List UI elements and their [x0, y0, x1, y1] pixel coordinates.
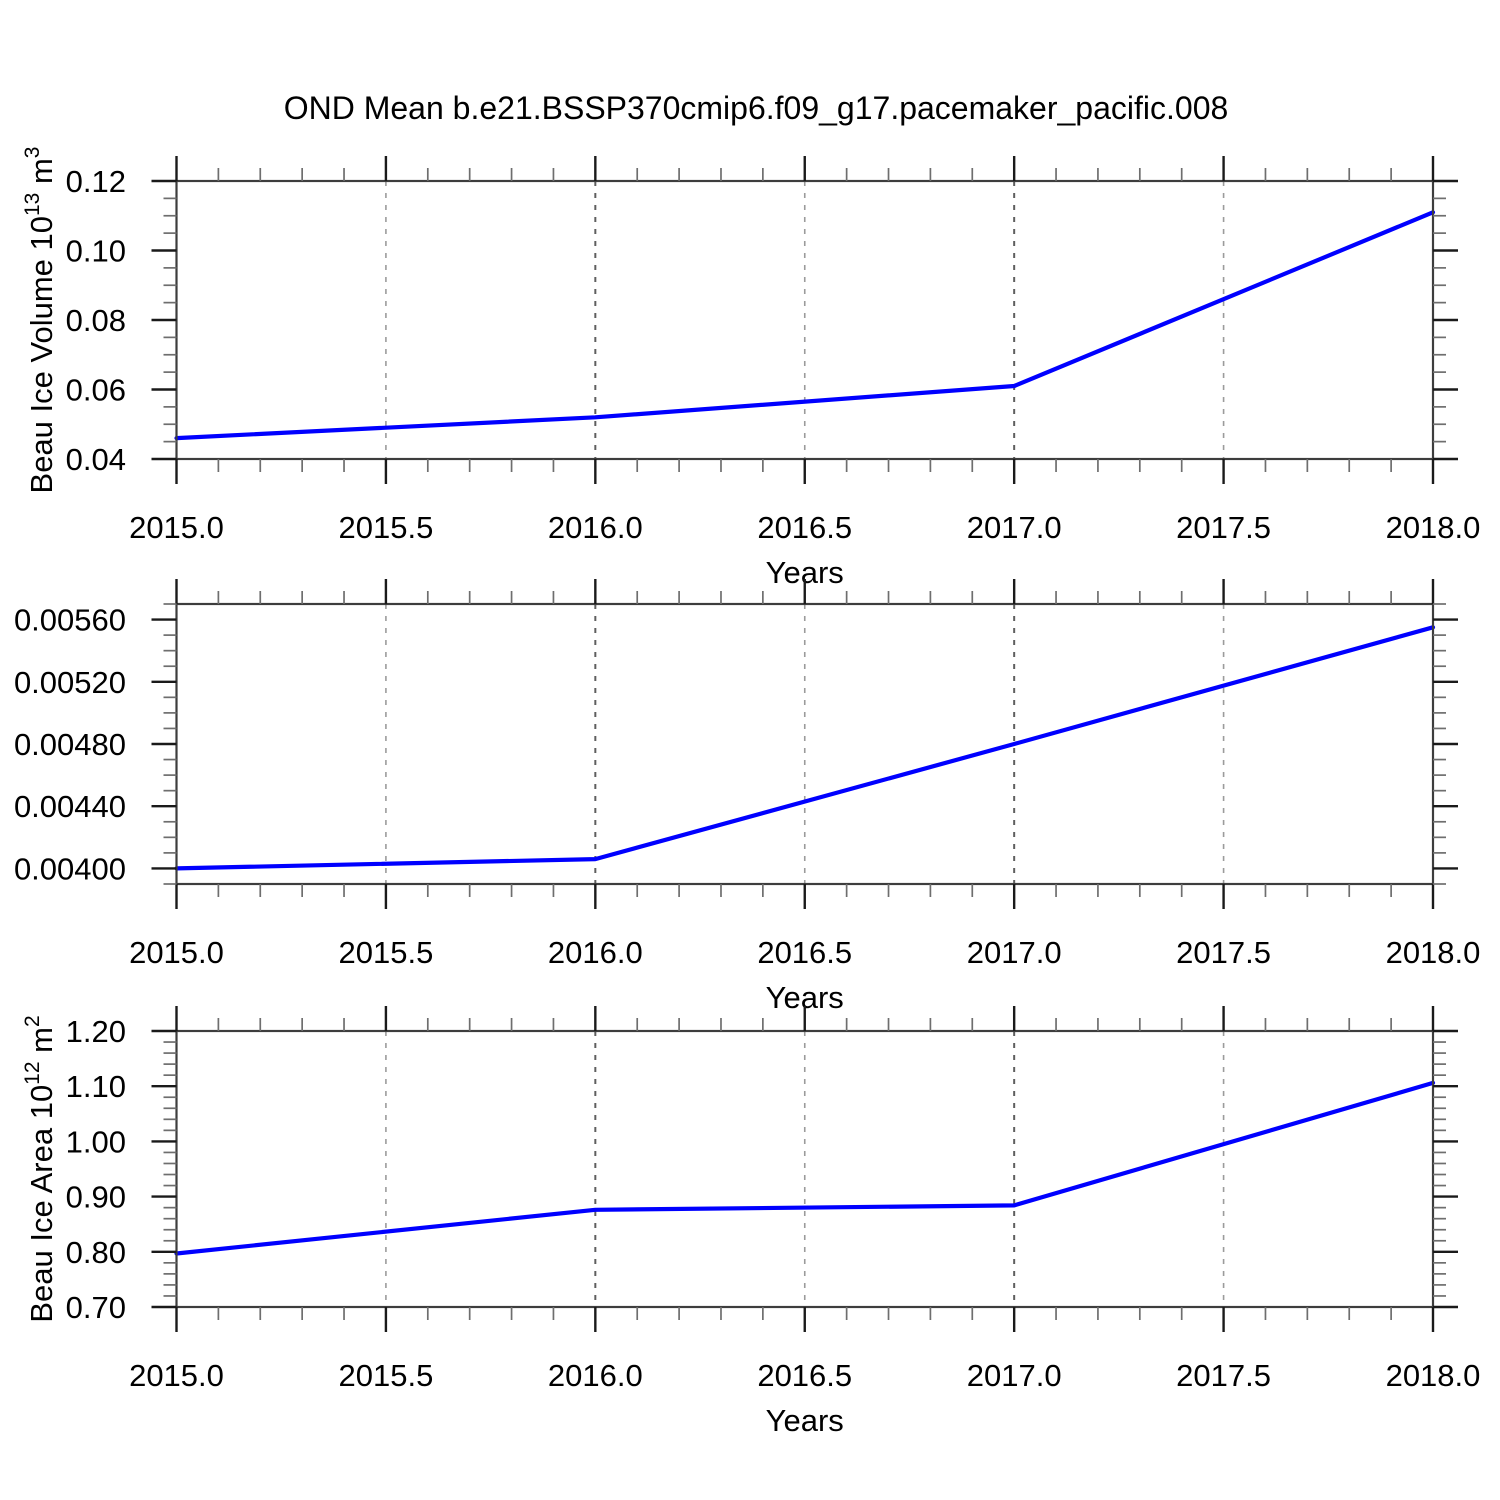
y-tick-label: 0.80 [66, 1235, 126, 1270]
y-tick-labels: 0.04 0.06 0.08 0.10 0.12 [66, 164, 126, 477]
x-tick-label: 2018.0 [1386, 510, 1481, 545]
plot-box [175, 179, 1435, 461]
panel-beau-ice-area: 2015.0 2015.5 2016.0 2016.5 2017.0 2017.5 2018… [21, 1006, 1480, 1438]
y-tick-label: 0.00400 [14, 851, 126, 886]
y-tick-label: 0.10 [66, 234, 126, 269]
panels: 2015.0 2015.5 2016.0 2016.5 2017.0 2017.5 2018… [14, 147, 1480, 1438]
x-tick-label: 2017.5 [1176, 935, 1271, 970]
ticks [151, 579, 1458, 909]
x-tick-label: 2016.5 [757, 1358, 852, 1393]
x-tick-label: 2015.0 [129, 1358, 224, 1393]
x-tick-labels: 2015.0 2015.5 2016.0 2016.5 2017.0 2017.5 2018… [129, 935, 1480, 970]
y-tick-label: 0.00480 [14, 727, 126, 762]
x-tick-label: 2016.0 [548, 510, 643, 545]
y-tick-label: 0.00560 [14, 603, 126, 638]
chart-title: OND Mean b.e21.BSSP370cmip6.f09_g17.pace… [284, 90, 1229, 126]
x-tick-label: 2015.0 [129, 510, 224, 545]
minor-ticks [163, 591, 1446, 897]
x-tick-label: 2018.0 [1386, 935, 1481, 970]
data-line-middle-series [174, 625, 1436, 871]
x-tick-label: 2016.5 [757, 935, 852, 970]
x-tick-label: 2015.5 [339, 510, 434, 545]
y-tick-label: 0.90 [66, 1180, 126, 1215]
x-tick-label: 2015.5 [339, 1358, 434, 1393]
x-tick-label: 2017.0 [967, 935, 1062, 970]
y-tick-label: 0.08 [66, 303, 126, 338]
x-tick-labels: 2015.0 2015.5 2016.0 2016.5 2017.0 2017.5 2018… [129, 1358, 1480, 1393]
x-tick-label: 2016.5 [757, 510, 852, 545]
x-tick-labels: 2015.0 2015.5 2016.0 2016.5 2017.0 2017.5 2018… [129, 510, 1480, 545]
x-tick-label: 2015.5 [339, 935, 434, 970]
y-tick-label: 0.00440 [14, 789, 126, 824]
y-tick-labels: 0.70 0.80 0.90 1.00 1.10 1.20 [66, 1014, 126, 1325]
y-tick-label: 0.06 [66, 373, 126, 408]
x-tick-label: 2017.5 [1176, 1358, 1271, 1393]
x-tick-label: 2017.0 [967, 510, 1062, 545]
y-tick-label: 0.12 [66, 164, 126, 199]
y-tick-label: 1.20 [66, 1014, 126, 1049]
y-tick-labels: 0.00400 0.00440 0.00480 0.00520 0.00560 [14, 603, 126, 887]
x-tick-label: 2016.0 [548, 935, 643, 970]
x-tick-label: 2018.0 [1386, 1358, 1481, 1393]
x-tick-label: 2015.0 [129, 935, 224, 970]
minor-ticks [163, 1018, 1446, 1320]
data-line-beau-ice-volume [174, 210, 1436, 441]
y-tick-label: 0.00520 [14, 665, 126, 700]
y-axis-title: Beau Ice Volume 1013 m3 [21, 147, 59, 494]
data-line-beau-ice-area [174, 1080, 1436, 1256]
y-tick-label: 0.70 [66, 1290, 126, 1325]
y-tick-label: 1.00 [66, 1124, 126, 1159]
panel-middle-series: 2015.0 2015.5 2016.0 2016.5 2017.0 2017.5 2018… [14, 579, 1480, 1015]
minor-ticks [163, 168, 1446, 472]
x-tick-label: 2017.0 [967, 1358, 1062, 1393]
plot-box [175, 602, 1435, 886]
x-tick-label: 2016.0 [548, 1358, 643, 1393]
x-tick-label: 2017.5 [1176, 510, 1271, 545]
y-tick-label: 0.04 [66, 442, 126, 477]
ticks [151, 156, 1458, 484]
plot-box [175, 1029, 1435, 1309]
y-tick-label: 1.10 [66, 1069, 126, 1104]
panel-beau-ice-volume: 2015.0 2015.5 2016.0 2016.5 2017.0 2017.5 2018… [21, 147, 1480, 590]
y-axis-title: Beau Ice Area 1012 m2 [21, 1015, 59, 1322]
x-axis-title: Years [766, 1403, 844, 1438]
ticks [151, 1006, 1458, 1332]
